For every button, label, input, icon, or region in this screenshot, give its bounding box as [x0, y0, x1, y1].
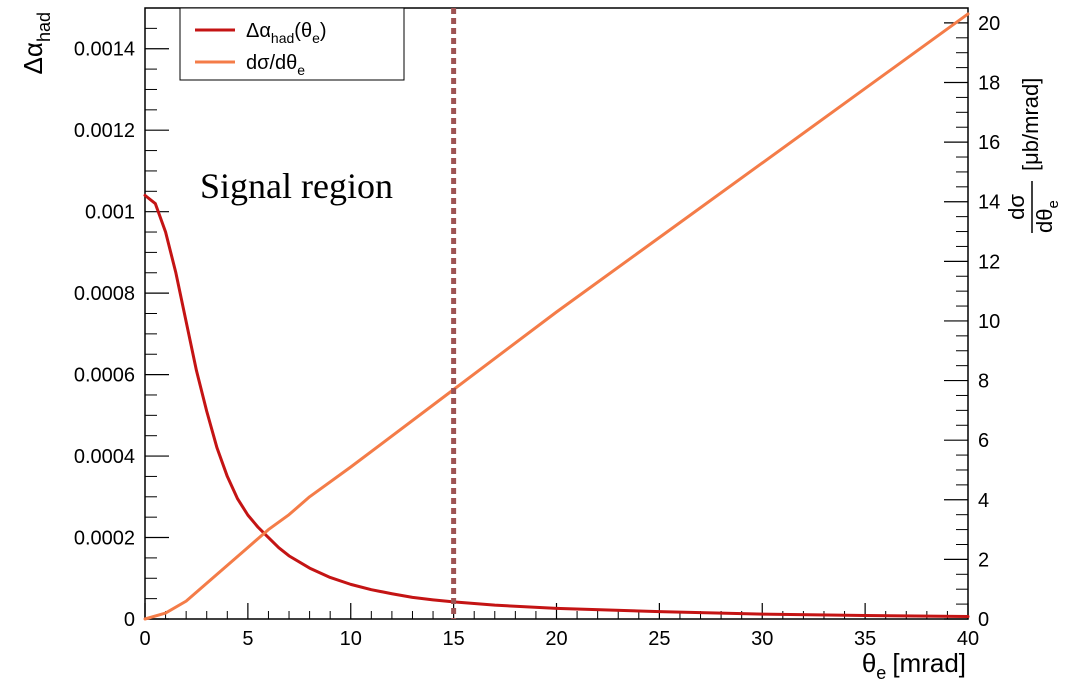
x-tick-label: 35 [854, 628, 876, 650]
right-y-axis-title-numerator: dσ [1004, 194, 1029, 220]
signal-region-label: Signal region [200, 166, 393, 206]
annotation-layer: Signal region [200, 166, 393, 206]
x-tick-label: 0 [139, 628, 150, 650]
right-y-axis-title-denominator: dθe [1032, 200, 1062, 233]
right-y-axis-title-den-main: dθ [1032, 209, 1057, 233]
x-tick-label: 15 [443, 628, 465, 650]
x-tick-label: 40 [957, 628, 979, 650]
left-y-axis-title-sub: had [34, 12, 54, 42]
right-tick-label: 12 [978, 251, 1000, 273]
right-y-axis: 0 2 4 6 8 10 12 14 16 18 20 [944, 7, 1000, 631]
right-y-axis-title-den-sub: e [1045, 200, 1062, 208]
left-tick-label: 0.001 [85, 202, 135, 224]
legend-label-delta-alpha: Δαhad(θe) [246, 20, 327, 46]
right-y-axis-title-unit: [μb/mrad] [1018, 78, 1043, 171]
legend-label-main: dσ/dθ [246, 52, 297, 74]
right-tick-label: 10 [978, 311, 1000, 333]
left-y-axis-title-main: Δα [18, 42, 48, 74]
left-tick-label: 0.0012 [74, 120, 135, 142]
x-axis-title: θe [mrad] [862, 648, 966, 683]
right-tick-label: 20 [978, 13, 1000, 35]
cross-section-line [143, 12, 970, 621]
legend-label-cross-section: dσ/dθe [246, 52, 305, 78]
legend-label-main: Δα [246, 20, 271, 42]
left-y-axis: 0 0.0002 0.0004 0.0006 0.0008 0.001 0.0012 0.00… [74, 7, 169, 631]
x-axis: 0 5 10 15 20 25 30 35 40 [139, 603, 979, 650]
legend-label-sub: had [271, 30, 294, 46]
left-tick-label: 0.0002 [74, 528, 135, 550]
right-tick-label: 2 [978, 549, 989, 571]
legend-box [179, 7, 405, 81]
right-tick-label: 14 [978, 192, 1000, 214]
right-tick-label: 4 [978, 490, 989, 512]
series-layer [143, 12, 970, 621]
right-tick-label: 6 [978, 430, 989, 452]
delta-alpha-had-line [143, 193, 970, 619]
right-tick-label: 0 [978, 609, 989, 631]
x-axis-title-unit: [mrad] [892, 648, 966, 678]
left-tick-label: 0 [124, 609, 135, 631]
legend-label-mid: (θ [294, 20, 312, 42]
left-tick-label: 0.0014 [74, 39, 135, 61]
legend-label-sub: e [312, 30, 320, 46]
x-axis-title-main: θ [862, 648, 876, 678]
x-tick-label: 10 [340, 628, 362, 650]
x-axis-title-sub: e [876, 663, 886, 683]
right-tick-label: 16 [978, 132, 1000, 154]
legend: Δαhad(θe)dσ/dθe [179, 7, 405, 81]
right-tick-label: 18 [978, 73, 1000, 95]
left-tick-label: 0.0004 [74, 446, 135, 468]
x-tick-label: 25 [648, 628, 670, 650]
left-tick-label: 0.0006 [74, 365, 135, 387]
right-tick-label: 8 [978, 371, 989, 393]
legend-label-sub: e [297, 62, 305, 78]
x-tick-label: 30 [751, 628, 773, 650]
left-tick-label: 0.0008 [74, 283, 135, 305]
legend-label-end: ) [320, 20, 327, 42]
x-tick-label: 5 [242, 628, 253, 650]
left-y-axis-title: Δαhad [18, 12, 54, 74]
x-tick-label: 20 [545, 628, 567, 650]
